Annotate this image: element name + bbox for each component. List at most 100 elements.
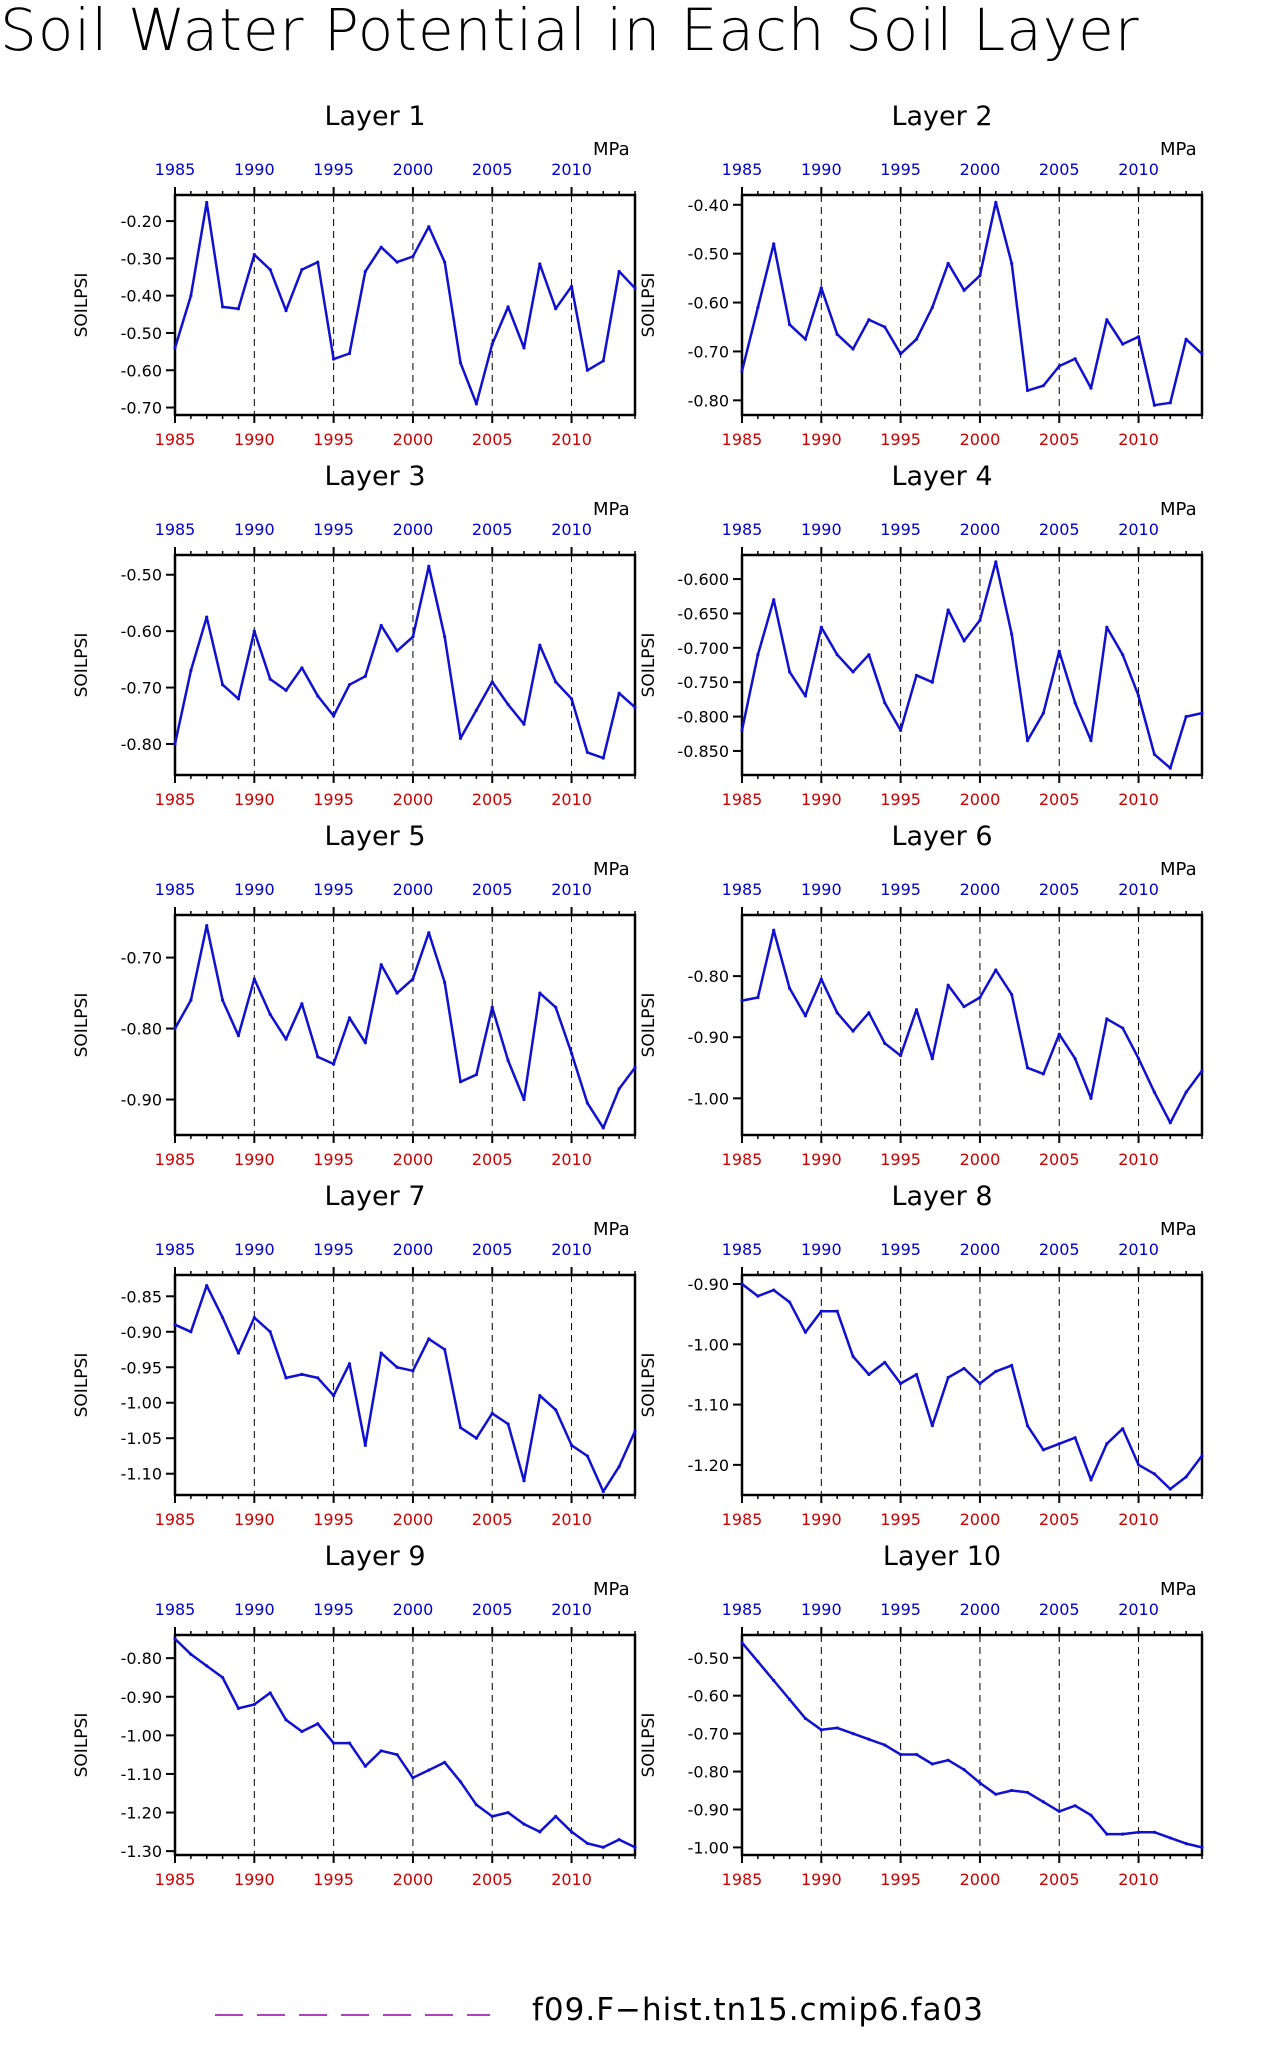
x-tick-label-bottom: 2010	[1118, 430, 1159, 449]
x-tick-label-top: 1995	[880, 880, 921, 899]
y-tick-label: -1.00	[121, 1726, 162, 1745]
data-point	[363, 1764, 367, 1768]
data-point	[994, 560, 998, 564]
series-line	[173, 565, 636, 760]
x-tick-label-top: 1985	[155, 160, 196, 179]
data-point	[740, 998, 744, 1003]
data-point	[740, 1282, 744, 1286]
units-label: MPa	[593, 859, 630, 880]
data-point	[189, 1330, 193, 1334]
x-tick-label-top: 1985	[155, 520, 196, 539]
data-point	[1152, 752, 1157, 756]
x-tick-label-bottom: 1985	[155, 790, 196, 809]
data-point	[1073, 1804, 1077, 1808]
data-point	[268, 1330, 272, 1334]
data-point	[930, 1057, 934, 1061]
data-point	[268, 1012, 272, 1016]
data-point	[978, 995, 982, 1000]
data-point	[236, 1706, 241, 1710]
x-tick-label-bottom: 1985	[155, 1870, 196, 1889]
x-tick-label-bottom: 1995	[880, 1870, 921, 1889]
data-point	[835, 1011, 839, 1015]
data-point	[835, 332, 839, 336]
series-line	[740, 560, 1203, 770]
data-point	[585, 1454, 590, 1458]
data-point	[554, 1005, 558, 1009]
data-point	[867, 653, 871, 657]
data-point	[851, 347, 855, 351]
data-point	[772, 1288, 776, 1292]
data-point	[538, 643, 542, 647]
x-tick-label-bottom: 2000	[393, 430, 434, 449]
data-point	[379, 1351, 383, 1355]
data-point	[1089, 386, 1093, 390]
data-point	[803, 337, 808, 341]
data-point	[1136, 335, 1141, 339]
data-point	[490, 1411, 494, 1415]
data-point	[379, 623, 383, 628]
data-point	[554, 1408, 558, 1412]
data-point	[506, 1422, 510, 1426]
data-point	[300, 1372, 304, 1376]
y-tick-label: -0.80	[121, 1020, 162, 1039]
plot-frame	[740, 1273, 1204, 1497]
x-tick-label-top: 2005	[1039, 520, 1080, 539]
data-point	[803, 694, 808, 698]
x-tick-label-bottom: 2005	[472, 1870, 513, 1889]
x-tick-label-bottom: 1985	[155, 1150, 196, 1169]
data-point	[395, 991, 399, 995]
data-point	[363, 269, 367, 274]
y-tick-label: -1.00	[688, 1089, 729, 1108]
data-point	[538, 991, 542, 995]
plot-frame	[740, 553, 1204, 777]
data-point	[220, 683, 225, 687]
units-label: MPa	[1160, 499, 1197, 520]
data-point	[962, 1005, 966, 1009]
data-point	[379, 1749, 383, 1753]
data-point	[994, 968, 998, 972]
x-tick-label-bottom: 1985	[722, 430, 763, 449]
x-tick-label-bottom: 1990	[801, 1870, 842, 1889]
data-point	[316, 1722, 320, 1726]
data-point	[395, 649, 399, 653]
x-tick-label-bottom: 2005	[1039, 790, 1080, 809]
data-point	[756, 305, 760, 310]
y-tick-label: -0.70	[688, 1725, 729, 1744]
data-point	[316, 694, 320, 698]
data-point	[411, 977, 415, 981]
data-point	[930, 305, 934, 310]
data-point	[978, 1381, 982, 1386]
data-point	[1057, 1032, 1061, 1036]
data-point	[347, 1362, 352, 1366]
x-tick-label-bottom: 2000	[393, 1150, 434, 1169]
data-point	[962, 1366, 966, 1371]
plot-frame	[173, 913, 637, 1137]
data-point	[1136, 1463, 1141, 1467]
data-point	[819, 977, 823, 981]
data-point	[490, 680, 494, 684]
data-point	[772, 928, 776, 932]
y-tick-label: -0.80	[688, 1763, 729, 1782]
y-tick-label: -1.10	[121, 1765, 162, 1784]
x-tick-label-top: 1990	[801, 1240, 842, 1259]
x-tick-label-bottom: 2005	[472, 1150, 513, 1169]
y-tick-label: -1.30	[121, 1842, 162, 1861]
data-point	[1105, 625, 1109, 629]
y-tick-label: -0.60	[121, 622, 162, 641]
data-point	[1184, 714, 1188, 719]
data-point	[1089, 1478, 1093, 1482]
data-point	[347, 351, 352, 356]
units-label: MPa	[593, 1579, 630, 1600]
data-point	[914, 1372, 919, 1377]
x-tick-label-top: 2005	[1039, 1240, 1080, 1259]
data-point	[395, 1753, 399, 1757]
data-point	[633, 1429, 637, 1433]
data-point	[1041, 1072, 1045, 1076]
data-point	[1057, 649, 1061, 653]
x-tick-label-bottom: 1985	[722, 790, 763, 809]
data-point	[427, 1768, 431, 1772]
series-line	[740, 201, 1203, 407]
data-point	[252, 1702, 256, 1707]
x-tick-label-top: 1990	[234, 160, 275, 179]
data-point	[332, 714, 336, 718]
